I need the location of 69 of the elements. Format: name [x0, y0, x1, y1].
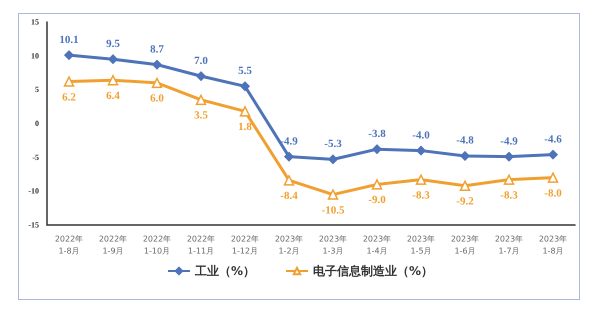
data-label: -8.3 [500, 189, 518, 202]
point [196, 71, 206, 81]
x-tick-label: 2022年 1-9月 [98, 234, 128, 256]
data-label: -8.0 [544, 187, 562, 200]
point [108, 74, 118, 86]
x-tick-label: 2023年 1-7月 [494, 234, 524, 256]
x-tick-label: 2023年 1-4月 [362, 234, 392, 256]
point [460, 151, 470, 161]
data-label: 1.8 [238, 121, 252, 134]
point [328, 189, 338, 200]
point [372, 179, 382, 190]
point [504, 174, 514, 185]
data-label: -8.3 [412, 189, 430, 202]
data-label: -8.4 [280, 190, 298, 202]
point [372, 144, 382, 154]
point [460, 180, 470, 192]
data-label: 3.5 [194, 110, 208, 122]
y-tick-label: 10 [31, 51, 39, 60]
y-tick-label: -5 [32, 152, 39, 162]
point [284, 175, 294, 186]
x-tick-label: 2022年 1-10月 [142, 234, 172, 256]
x-tick-label: 2023年 1-3月 [318, 234, 348, 256]
data-label: -4.6 [544, 133, 562, 146]
data-label: 5.5 [238, 65, 252, 78]
data-label: -3.8 [368, 128, 386, 140]
x-tick-label: 2022年 1-8月 [54, 234, 84, 256]
x-tick-label: 2022年 1-11月 [186, 234, 216, 256]
point [64, 50, 74, 60]
data-label: 10.1 [59, 34, 79, 46]
x-tick-label: 2023年 1-5月 [406, 234, 436, 256]
data-label: 8.7 [150, 43, 164, 56]
x-tick-label: 2022年 1-12月 [230, 234, 260, 256]
legend-label: 电子信息制造业（%） [313, 264, 434, 278]
data-label: -4.0 [412, 129, 430, 142]
data-label: -5.3 [324, 138, 342, 150]
data-label: -10.5 [322, 204, 345, 216]
point [416, 174, 426, 185]
point [64, 76, 74, 87]
data-label: -4.8 [456, 134, 474, 147]
point [196, 94, 206, 106]
data-label: 6.0 [150, 92, 164, 105]
x-tick-label: 2023年 1-6月 [450, 234, 480, 256]
point [240, 106, 250, 117]
data-label: 6.4 [106, 90, 120, 102]
data-label: 6.2 [62, 91, 76, 104]
legend-label: 工业（%） [194, 264, 256, 278]
data-label: -4.9 [280, 135, 298, 148]
point [152, 60, 162, 70]
point [416, 146, 426, 156]
point [328, 154, 338, 164]
data-label: -9.0 [368, 194, 386, 206]
point [504, 152, 514, 162]
y-tick-label: 15 [31, 18, 39, 26]
data-label: 7.0 [194, 54, 208, 67]
point [284, 152, 294, 162]
point [108, 54, 118, 64]
point [152, 78, 162, 88]
y-tick-label: -10 [28, 186, 39, 196]
data-label: 9.5 [106, 38, 120, 50]
y-tick-label: -15 [28, 220, 39, 230]
y-tick-label: 0 [35, 119, 39, 128]
point [548, 172, 558, 183]
y-tick-label: 5 [35, 85, 39, 94]
x-tick-label: 2023年 1-8月 [538, 234, 568, 256]
data-label: -4.9 [500, 135, 518, 148]
data-label: -9.2 [456, 196, 474, 208]
point [548, 150, 558, 160]
point [240, 82, 250, 92]
x-tick-label: 2023年 1-2月 [274, 234, 304, 256]
